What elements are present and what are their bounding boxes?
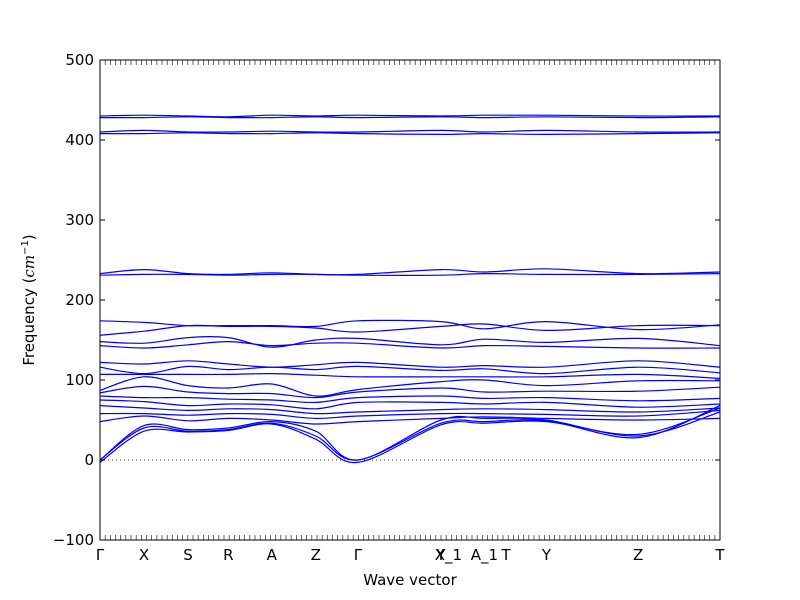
x-tick-label: S [183, 546, 193, 564]
band-line-18 [99, 405, 721, 415]
band-line-14 [99, 376, 721, 397]
band-line-15 [99, 385, 721, 399]
band-line-19 [99, 409, 721, 420]
x-tick-label: Y [541, 546, 552, 564]
y-tick-label: 200 [65, 291, 94, 309]
y-tick-label: 100 [65, 371, 94, 389]
band-line-4 [99, 132, 721, 136]
band-line-17 [99, 399, 721, 410]
y-tick-label: 400 [65, 131, 94, 149]
x-tick-label: Γ [354, 546, 363, 564]
x-tick-label: T [501, 546, 512, 564]
y-tick-label: 500 [65, 51, 94, 69]
x-tick-label: T [714, 546, 725, 564]
x-tick-label: Z [633, 546, 643, 564]
x-tick-label: X [139, 546, 149, 564]
band-line-2 [99, 116, 721, 119]
band-line-9 [99, 336, 721, 348]
band-line-10 [99, 340, 721, 349]
y-axis: −100 0 100 200 300 400 500 [53, 51, 720, 549]
y-axis-label: Frequency (cm−1) [20, 234, 38, 365]
band-line-22 [99, 405, 721, 461]
band-line-13 [100, 372, 721, 379]
band-line-6 [99, 272, 721, 276]
x-axis-label: Wave vector [363, 571, 457, 589]
band-line-12 [99, 365, 721, 375]
x-tick-label: Γ [96, 546, 105, 564]
x-tick-label: R [223, 546, 233, 564]
x-tick-label: Y [435, 546, 446, 564]
band-line-8 [99, 323, 721, 336]
band-line-23 [99, 407, 721, 464]
x-tick-label: X_1 [435, 546, 462, 565]
band-line-3 [99, 129, 721, 133]
x-tick-label: Z [311, 546, 321, 564]
x-axis: Γ X S R A Z Γ YX_1 A_1 T Y Z T [96, 60, 725, 565]
band-line-20 [99, 415, 721, 425]
y-tick-label: −100 [53, 531, 94, 549]
x-tick-label: A [267, 546, 278, 564]
plot-area [99, 114, 721, 464]
x-tick-label: A_1 [471, 546, 498, 565]
band-line-11 [99, 360, 721, 368]
band-line-16 [99, 395, 721, 404]
y-tick-label: 0 [84, 451, 94, 469]
band-line-1 [99, 114, 721, 118]
y-tick-label: 300 [65, 211, 94, 229]
